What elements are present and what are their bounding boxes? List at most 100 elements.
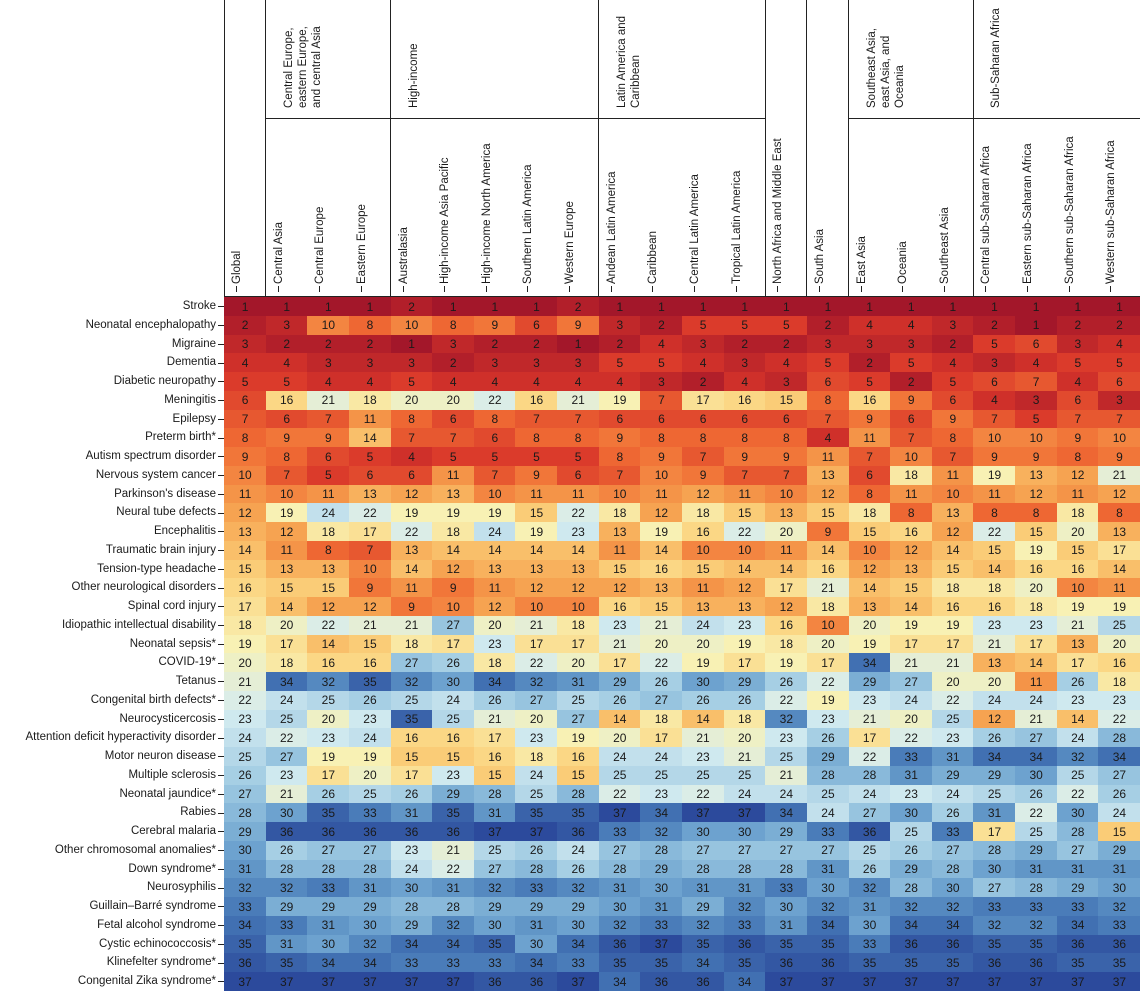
cell-value: 29	[238, 824, 252, 839]
heatmap-cell: 19	[307, 747, 350, 767]
cell-value: 11	[1029, 674, 1043, 689]
cell-value: 7	[824, 412, 832, 427]
cell-value: 21	[1071, 618, 1085, 633]
heatmap-cell: 5	[432, 447, 475, 467]
heatmap-cell: 34	[1015, 747, 1058, 767]
heatmap-cell: 3	[515, 353, 558, 373]
heatmap-cell: 13	[473, 559, 516, 579]
heatmap-cell: 4	[1015, 353, 1058, 373]
heatmap-cell: 27	[848, 803, 891, 823]
cell-value: 1	[658, 299, 665, 314]
cell-value: 17	[404, 768, 419, 783]
heatmap-cell: 2	[1056, 315, 1099, 335]
cell-value: 30	[862, 918, 877, 933]
cell-value: 18	[1071, 505, 1085, 520]
heatmap-cell: 32	[307, 672, 350, 692]
column-label: Central Europe	[314, 206, 327, 284]
row-tick	[218, 700, 224, 702]
heatmap-cell: 29	[765, 822, 808, 842]
heatmap-cell: 32	[1056, 747, 1099, 767]
column-label: Central sub-Saharan Africa	[980, 145, 993, 284]
cell-value: 27	[1071, 843, 1085, 858]
row-label: Attention deficit hyperactivity disorder	[25, 731, 216, 744]
cell-value: 19	[1029, 543, 1043, 558]
cell-value: 9	[782, 449, 790, 464]
cell-value: 29	[613, 674, 627, 689]
cell-value: 3	[991, 355, 998, 370]
heatmap-cell: 11	[348, 409, 392, 429]
heatmap-cell: 21	[557, 390, 600, 410]
heatmap-cell: 34	[390, 934, 433, 954]
heatmap-cell: 2	[307, 334, 350, 354]
heatmap-cell: 36	[765, 953, 808, 973]
cell-value: 14	[446, 543, 460, 558]
cell-value: 16	[654, 562, 669, 577]
heatmap-cell: 21	[723, 747, 766, 767]
heatmap-cell: 10	[307, 315, 350, 335]
heatmap-cell: 23	[890, 784, 933, 804]
heatmap-cell: 20	[973, 672, 1016, 692]
heatmap-cell: 1	[765, 297, 808, 317]
heatmap-cell: 36	[390, 822, 433, 842]
cell-value: 14	[821, 543, 835, 558]
column-tick	[902, 286, 904, 292]
heatmap-cell: 10	[640, 465, 683, 485]
heatmap-cell: 22	[348, 503, 392, 523]
heatmap-cell: 25	[598, 765, 641, 785]
heatmap-cell: 3	[765, 372, 808, 392]
cell-value: 11	[1113, 580, 1126, 595]
heatmap-cell: 26	[557, 859, 600, 879]
heatmap-cell: 34	[890, 915, 933, 935]
cell-value: 5	[449, 449, 457, 464]
heatmap-cell: 15	[390, 747, 433, 767]
heatmap-cell: 11	[931, 465, 974, 485]
heatmap-cell: 18	[224, 615, 267, 635]
cell-value: 1	[782, 299, 790, 314]
heatmap-cell: 20	[1015, 578, 1058, 598]
heatmap-cell: 35	[931, 953, 974, 973]
heatmap-cell: 5	[973, 334, 1016, 354]
heatmap-cell: 2	[1098, 315, 1140, 335]
heatmap-cell: 7	[765, 465, 808, 485]
heatmap-cell: 7	[390, 428, 433, 448]
heatmap-cell: 14	[1056, 709, 1099, 729]
cell-value: 13	[946, 505, 960, 520]
row-label: Idiopathic intellectual disability	[61, 618, 216, 631]
heatmap-cell: 16	[723, 390, 766, 410]
heatmap-cell: 13	[682, 597, 725, 617]
cell-value: 3	[907, 337, 915, 352]
heatmap-cell: 24	[1056, 728, 1099, 748]
heatmap-cell: 4	[557, 372, 600, 392]
cell-value: 24	[446, 693, 460, 708]
heatmap-cell: 12	[1098, 484, 1140, 504]
cell-value: 15	[1112, 824, 1127, 839]
heatmap-cell: 17	[848, 728, 891, 748]
row-label: Multiple sclerosis	[128, 768, 216, 781]
cell-value: 21	[363, 618, 377, 633]
cell-value: 28	[238, 805, 252, 820]
cell-value: 32	[821, 899, 835, 914]
cell-value: 26	[904, 843, 918, 858]
heatmap-cell: 5	[1015, 409, 1058, 429]
cell-value: 18	[904, 468, 918, 483]
cell-value: 5	[1074, 355, 1082, 370]
heatmap-cell: 23	[432, 765, 475, 785]
cell-value: 23	[904, 787, 918, 802]
heatmap-cell: 37	[973, 972, 1016, 992]
cell-value: 14	[1071, 712, 1085, 727]
cell-value: 27	[1029, 730, 1043, 745]
heatmap-cell: 2	[765, 334, 808, 354]
heatmap-cell: 8	[723, 428, 766, 448]
heatmap-cell: 22	[1098, 709, 1140, 729]
cell-value: 26	[613, 693, 627, 708]
cell-value: 37	[779, 974, 793, 989]
heatmap-cell: 16	[1098, 653, 1140, 673]
cell-value: 17	[779, 580, 793, 595]
heatmap-cell: 33	[931, 822, 974, 842]
heatmap-cell: 32	[890, 897, 933, 917]
row-tick	[218, 793, 224, 795]
heatmap-cell: 13	[765, 503, 808, 523]
cell-value: 22	[529, 655, 544, 670]
cell-value: 30	[696, 674, 710, 689]
cell-value: 21	[904, 655, 918, 670]
